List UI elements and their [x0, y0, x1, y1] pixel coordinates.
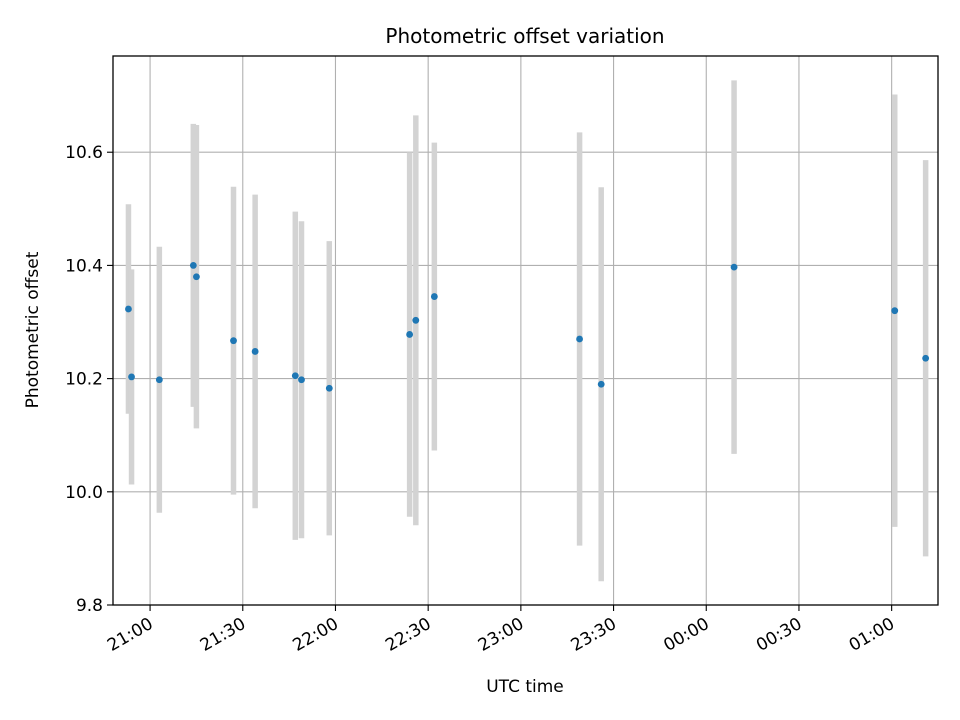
data-point: [597, 380, 605, 388]
y-tick-label: 10.4: [65, 256, 103, 276]
data-points: [125, 262, 930, 392]
data-point: [128, 373, 135, 381]
data-point: [189, 262, 197, 269]
y-tick-label: 10.2: [65, 370, 103, 390]
y-axis-ticks: 9.8 10.0 10.2 10.4 10.6: [65, 143, 113, 616]
data-point: [891, 307, 899, 315]
y-tick-label: 10.6: [65, 143, 103, 163]
data-point: [406, 331, 414, 338]
y-tick-label: 9.8: [76, 596, 103, 616]
data-point: [298, 376, 305, 384]
data-point: [922, 354, 930, 362]
data-point: [730, 263, 738, 271]
data-point: [325, 384, 333, 392]
data-point: [193, 273, 200, 281]
grid-lines: [113, 56, 938, 606]
x-axis-title: UTC time: [486, 677, 564, 697]
plot-area-frame: [112, 55, 939, 606]
data-point: [576, 335, 583, 343]
data-point: [155, 376, 163, 384]
data-point: [230, 337, 237, 345]
data-point: [291, 372, 299, 380]
data-point: [430, 293, 438, 300]
y-tick-label: 10.0: [65, 483, 103, 503]
y-axis-title: Photometric offset: [23, 251, 43, 408]
data-point: [412, 316, 420, 324]
data-point: [251, 348, 259, 355]
chart-title: Photometric offset variation: [385, 24, 664, 48]
data-point: [125, 305, 132, 313]
